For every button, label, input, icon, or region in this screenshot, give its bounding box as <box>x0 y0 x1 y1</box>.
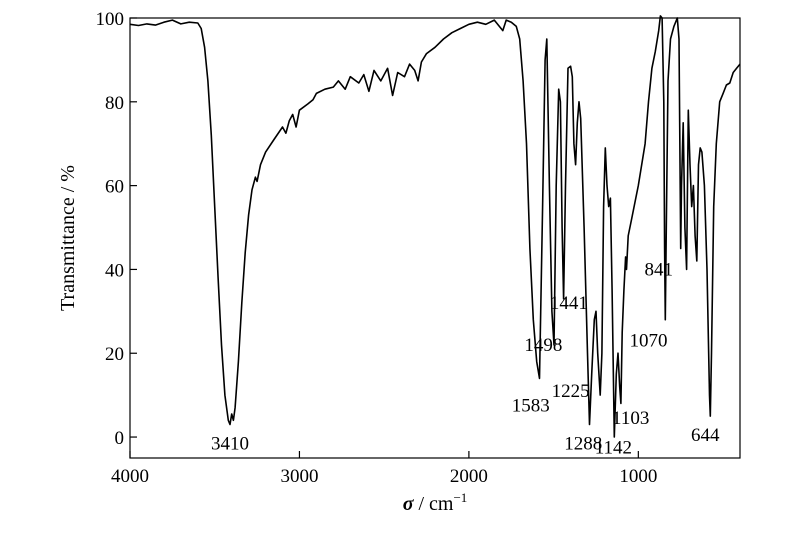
y-tick-label: 20 <box>105 344 124 365</box>
spectrum-line <box>129 15 741 438</box>
y-tick-label: 80 <box>105 93 124 114</box>
x-axis-unit-exponent: −1 <box>453 490 467 505</box>
y-tick-label: 40 <box>105 260 124 281</box>
peak-label-841: 841 <box>644 259 673 280</box>
y-axis-title: Transmittance / % <box>57 165 79 311</box>
x-tick-label: 4000 <box>111 466 149 487</box>
peak-label-1070: 1070 <box>630 331 668 352</box>
x-tick-label: 3000 <box>280 466 318 487</box>
peak-label-1142: 1142 <box>595 438 632 459</box>
peak-label-1441: 1441 <box>550 293 588 314</box>
x-axis-unit: / cm <box>413 493 453 515</box>
x-tick-label: 2000 <box>450 466 488 487</box>
peak-label-1288: 1288 <box>564 433 602 454</box>
x-tick-label: 1000 <box>619 466 657 487</box>
peak-label-1103: 1103 <box>612 408 649 429</box>
y-axis-ticks: 0 20 40 60 80 100 <box>96 9 137 449</box>
peak-label-1498: 1498 <box>524 335 562 356</box>
peak-label-644: 644 <box>691 425 720 446</box>
x-axis-symbol: σ <box>403 493 415 515</box>
y-tick-label: 100 <box>96 9 125 30</box>
y-tick-label: 0 <box>115 428 125 449</box>
plot-frame <box>129 17 741 459</box>
x-axis-title: σ / cm−1 <box>403 490 468 515</box>
peak-label-3410: 3410 <box>211 433 249 454</box>
peak-label-1225: 1225 <box>552 381 590 402</box>
peak-label-1583: 1583 <box>512 396 550 417</box>
y-tick-label: 60 <box>105 177 124 198</box>
x-axis-ticks: 4000 3000 2000 1000 <box>111 451 657 487</box>
